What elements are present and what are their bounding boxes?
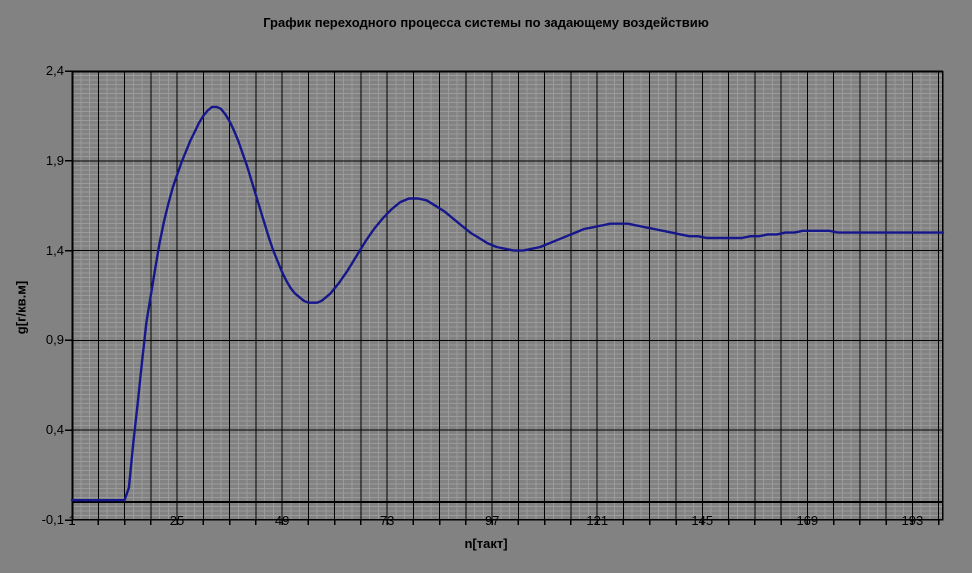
- x-tick-label: 169: [796, 513, 819, 528]
- tick-marks: [65, 70, 940, 525]
- y-tick-label: 0,9: [45, 332, 64, 348]
- x-tick-label: 25: [169, 513, 185, 528]
- x-tick-label: 1: [68, 513, 76, 528]
- y-tick-label: 1,4: [45, 242, 64, 258]
- x-axis-title: n[такт]: [464, 536, 508, 551]
- y-tick-label: 1,9: [45, 152, 64, 168]
- x-tick-label: 145: [691, 513, 714, 528]
- response-curve: [70, 105, 945, 502]
- plot-border: [71, 70, 944, 521]
- y-tick-label: -0,1: [41, 512, 64, 527]
- x-tick-label: 49: [274, 513, 290, 528]
- chart-title: График переходного процесса системы по з…: [263, 15, 709, 30]
- plot-grid-and-curve: [65, 70, 945, 525]
- x-tick-label: 193: [901, 513, 924, 528]
- x-tick-label: 73: [379, 513, 395, 528]
- y-tick-label: 2,4: [45, 63, 64, 78]
- x-tick-label: 97: [484, 513, 500, 528]
- x-tick-label: 121: [586, 513, 609, 528]
- major-gridlines: [71, 70, 943, 521]
- y-tick-label: 0,4: [45, 422, 64, 438]
- fine-gridlines: [71, 70, 943, 521]
- plot-area: [65, 70, 945, 525]
